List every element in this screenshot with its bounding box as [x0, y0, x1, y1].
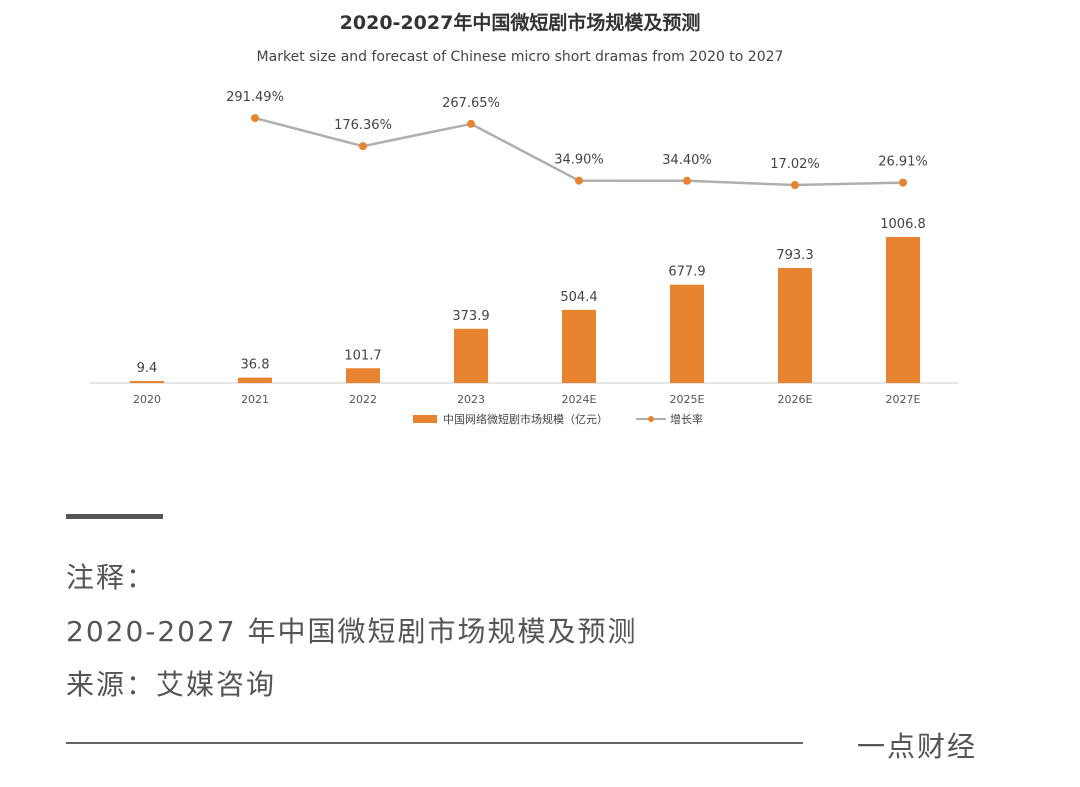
- bar-2024E: [562, 309, 596, 383]
- legend: 中国网络微短剧市场规模（亿元） 增长率: [413, 412, 703, 426]
- notes-source: 来源：艾媒咨询: [66, 668, 277, 701]
- growth-point-2026E: [791, 181, 799, 190]
- chart-title: 2020-2027年中国微短剧市场规模及预测: [340, 11, 701, 34]
- divider: [66, 742, 803, 744]
- brand-label: 一点财经: [857, 730, 978, 763]
- growth-point-2022: [359, 142, 367, 151]
- chart: 2020-2027年中国微短剧市场规模及预测 Market size and f…: [90, 11, 958, 426]
- growth-value-label: 26.91%: [878, 155, 928, 170]
- x-tick-label: 2021: [241, 393, 269, 406]
- x-tick-label: 2024E: [562, 393, 597, 406]
- growth-value-label: 34.40%: [662, 153, 712, 168]
- decorative-bar: [66, 514, 163, 519]
- bar-2021: [238, 377, 272, 383]
- x-tick-label: 2025E: [670, 393, 705, 406]
- bar-value-label: 504.4: [560, 290, 597, 305]
- legend-line-marker: [648, 416, 654, 422]
- growth-point-2021: [251, 114, 259, 123]
- bar-value-label: 9.4: [137, 361, 158, 376]
- bar-value-label: 793.3: [776, 248, 813, 263]
- x-tick-label: 2020: [133, 393, 161, 406]
- bar-value-label: 373.9: [452, 309, 489, 324]
- growth-value-label: 34.90%: [554, 153, 604, 168]
- legend-line-label: 增长率: [670, 412, 703, 426]
- legend-bar-label: 中国网络微短剧市场规模（亿元）: [443, 412, 608, 426]
- x-tick-label: 2026E: [778, 393, 813, 406]
- x-tick-label: 2023: [457, 393, 485, 406]
- bar-value-label: 677.9: [668, 265, 705, 280]
- growth-point-2025E: [683, 176, 691, 185]
- growth-point-2027E: [899, 178, 907, 187]
- bar-2026E: [778, 267, 812, 383]
- bar-2023: [454, 328, 488, 383]
- growth-point-2024E: [575, 176, 583, 185]
- growth-point-2023: [467, 119, 475, 128]
- legend-bar-swatch: [413, 415, 437, 423]
- bar-value-label: 1006.8: [880, 217, 926, 232]
- bar-value-label: 101.7: [344, 348, 381, 363]
- growth-value-label: 17.02%: [770, 157, 820, 172]
- x-tick-label: 2022: [349, 393, 377, 406]
- bar-value-label: 36.8: [241, 358, 270, 373]
- growth-value-label: 291.49%: [226, 90, 284, 105]
- chart-subtitle: Market size and forecast of Chinese micr…: [257, 49, 784, 65]
- bar-2027E: [886, 237, 920, 383]
- notes-heading: 注释：: [66, 561, 157, 594]
- notes-title: 2020-2027 年中国微短剧市场规模及预测: [66, 615, 638, 648]
- bar-2025E: [670, 284, 704, 383]
- bar-2022: [346, 368, 380, 383]
- growth-value-label: 176.36%: [334, 118, 392, 133]
- bar-2020: [130, 381, 164, 383]
- x-tick-label: 2027E: [886, 393, 921, 406]
- growth-value-label: 267.65%: [442, 96, 500, 111]
